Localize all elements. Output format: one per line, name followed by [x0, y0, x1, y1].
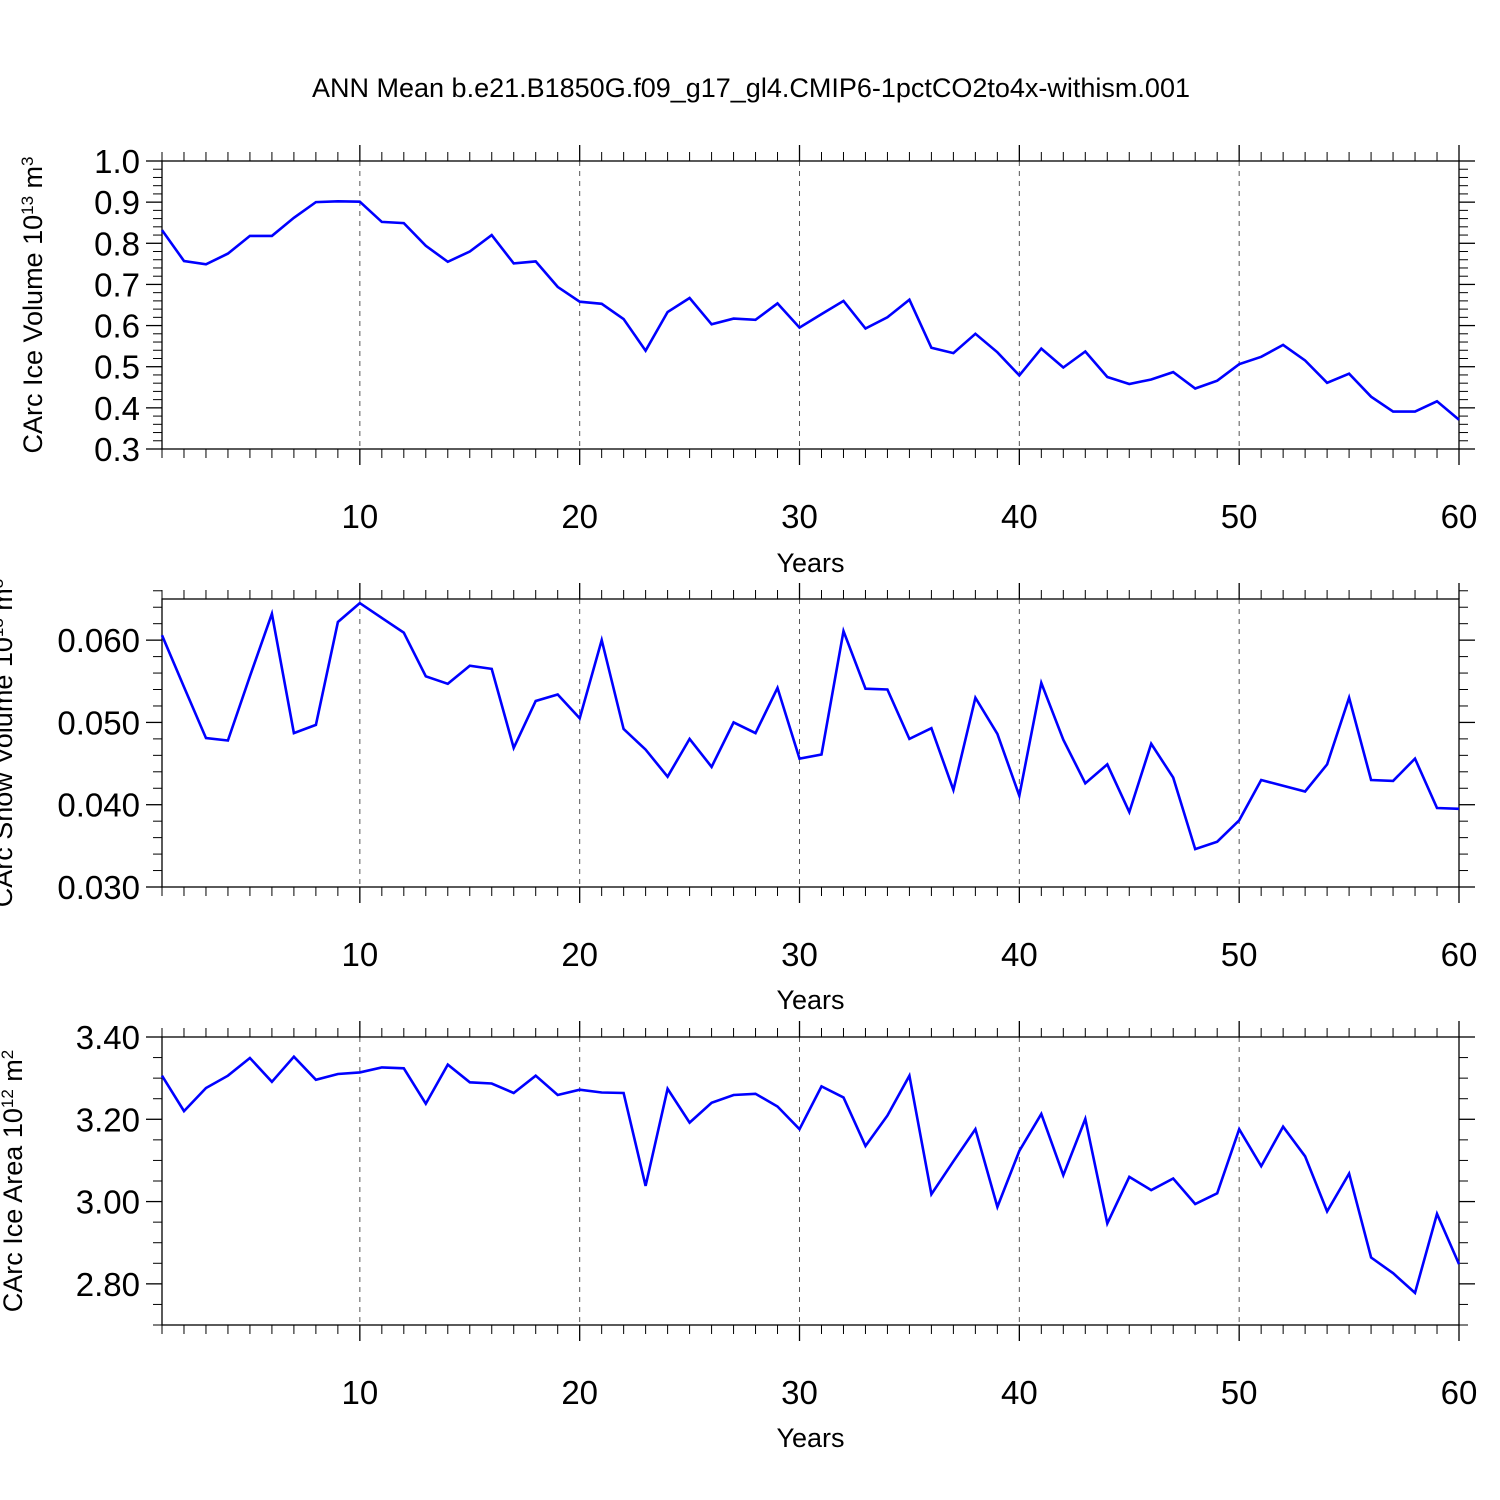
- y-axis-label-exponent: 3: [0, 579, 7, 588]
- x-axis-label: Years: [776, 1423, 844, 1453]
- x-tick-label: 50: [1221, 936, 1258, 973]
- y-tick-label: 0.5: [94, 349, 140, 386]
- chart-title: ANN Mean b.e21.B1850G.f09_g17_gl4.CMIP6-…: [312, 73, 1190, 103]
- y-tick-label: 3.00: [76, 1184, 140, 1221]
- y-axis-label-text: m: [18, 166, 48, 196]
- x-tick-label: 10: [341, 498, 378, 535]
- x-tick-label: 20: [561, 936, 598, 973]
- x-tick-label: 30: [781, 498, 818, 535]
- x-tick-label: 60: [1441, 1374, 1478, 1411]
- y-axis-label-text: CArc Ice Volume 10: [18, 215, 48, 454]
- plot-frame: [161, 598, 1460, 888]
- y-tick-label: 0.040: [57, 787, 140, 824]
- y-axis-label-text: CArc Snow Volume 10: [0, 637, 18, 907]
- plot-frame: [161, 160, 1460, 450]
- x-tick-label: 60: [1441, 936, 1478, 973]
- y-axis-label: CArc Ice Area 1012 m2: [0, 1050, 28, 1313]
- x-tick-label: 20: [561, 498, 598, 535]
- y-tick-label: 0.060: [57, 622, 140, 659]
- y-tick-label: 0.9: [94, 184, 140, 221]
- chart-panels: 0.3 0.4 0.5 0.6 0.7 0.8 0.9 1.0 10 20 30 40 50 60 Year…: [0, 143, 1477, 1453]
- y-axis-label-exponent: 12: [0, 1089, 17, 1108]
- x-tick-label: 10: [341, 1374, 378, 1411]
- y-axis-label-exponent: 13: [0, 618, 7, 637]
- y-tick-label: 0.7: [94, 266, 140, 303]
- y-tick-label: 3.20: [76, 1101, 140, 1138]
- x-tick-label: 10: [341, 936, 378, 973]
- y-axis-label-text: m: [0, 1059, 28, 1089]
- y-tick-label: 1.0: [94, 143, 140, 180]
- y-tick-label: 0.3: [94, 431, 140, 468]
- series-line: [160, 199, 1460, 421]
- x-tick-label: 50: [1221, 1374, 1258, 1411]
- y-tick-label: 2.80: [76, 1266, 140, 1303]
- x-tick-label: 40: [1001, 498, 1038, 535]
- x-tick-label: 50: [1221, 498, 1258, 535]
- panel-2: 0.030 0.040 0.050 0.060 10 20 30 40 50 60 Years CAr…: [0, 579, 1477, 1015]
- y-axis-label: CArc Ice Volume 1013 m3: [18, 156, 49, 453]
- series-line: [160, 601, 1460, 851]
- plot-frame: [161, 1036, 1460, 1326]
- y-tick-label: 0.4: [94, 390, 140, 427]
- y-tick-label: 0.030: [57, 869, 140, 906]
- y-axis-label-exponent: 2: [0, 1050, 17, 1059]
- y-axis-label: CArc Snow Volume 1013 m3: [0, 579, 18, 908]
- y-axis-label-text: m: [0, 588, 18, 618]
- x-tick-label: 30: [781, 936, 818, 973]
- x-tick-label: 20: [561, 1374, 598, 1411]
- y-axis-label-text: CArc Ice Area 10: [0, 1108, 28, 1312]
- x-axis-label: Years: [776, 985, 844, 1015]
- y-tick-label: 3.40: [76, 1019, 140, 1056]
- series-line: [160, 1054, 1461, 1296]
- x-tick-label: 40: [1001, 936, 1038, 973]
- panel-1: 0.3 0.4 0.5 0.6 0.7 0.8 0.9 1.0 10 20 30 40 50 60 Year…: [18, 143, 1478, 578]
- y-tick-label: 0.050: [57, 704, 140, 741]
- panel-3: 2.80 3.00 3.20 3.40 10 20 30 40 50 60 Years CArc Ic…: [0, 1019, 1477, 1453]
- x-tick-label: 60: [1441, 498, 1478, 535]
- y-tick-label: 0.6: [94, 308, 140, 345]
- x-tick-label: 30: [781, 1374, 818, 1411]
- x-axis-label: Years: [776, 548, 844, 578]
- y-tick-label: 0.8: [94, 225, 140, 262]
- y-axis-label-exponent: 3: [18, 156, 37, 165]
- y-axis-label-exponent: 13: [18, 196, 37, 215]
- x-tick-label: 40: [1001, 1374, 1038, 1411]
